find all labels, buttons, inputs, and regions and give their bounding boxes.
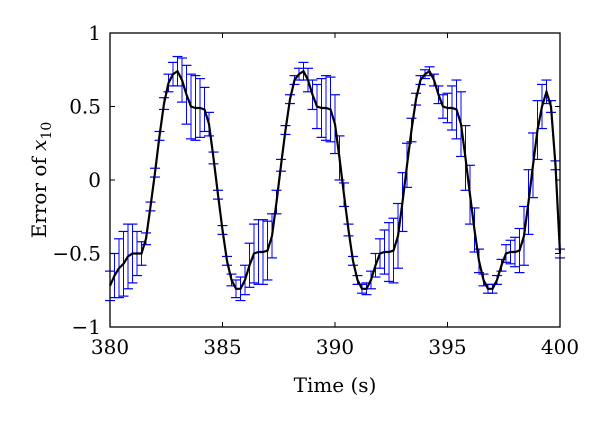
y-axis-label-text: Error of — [27, 151, 51, 238]
y-tick-label: −1 — [72, 315, 101, 339]
error-bars — [105, 55, 565, 302]
y-tick-label: 0.5 — [69, 95, 101, 119]
x-tick-label: 385 — [203, 335, 241, 359]
x-tick-label: 395 — [428, 335, 466, 359]
y-axis-label-sub: 10 — [39, 122, 55, 140]
y-axis-label-var: x — [27, 140, 51, 151]
y-axis-label: Error of x10 — [27, 122, 55, 239]
x-tick-label: 390 — [316, 335, 354, 359]
axis-ticks — [109, 32, 561, 328]
x-axis-label: Time (s) — [294, 373, 377, 397]
x-tick-label: 400 — [541, 335, 579, 359]
y-tick-label: 0 — [88, 168, 101, 192]
mean-line — [108, 69, 562, 290]
y-tick-label: −0.5 — [52, 242, 101, 266]
tick-labels: 380 385 390 395 400 −1 −0.5 0 0.5 1 — [52, 21, 579, 359]
y-tick-label: 1 — [88, 21, 101, 45]
x-tick-label: 380 — [91, 335, 129, 359]
